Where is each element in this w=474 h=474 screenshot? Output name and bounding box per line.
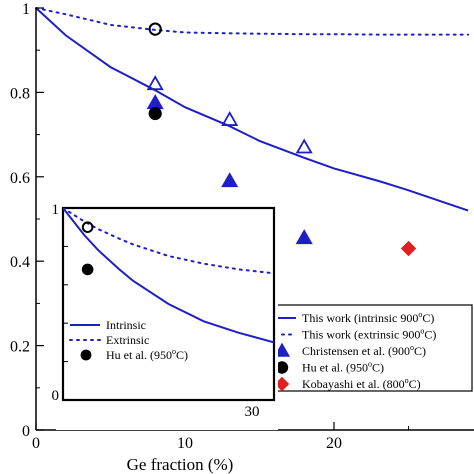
- legend-label-suffix: C): [414, 344, 426, 358]
- inset-legend-marker: [80, 349, 92, 361]
- x-tick-label: 10: [177, 435, 193, 452]
- legend-label: This work (extrinsic 900oC): [302, 327, 436, 342]
- main-open-triangle-point: [221, 111, 239, 126]
- legend-label-sup: o: [410, 343, 414, 352]
- legend-sample: [275, 361, 289, 374]
- main-open-triangle-point: [146, 75, 164, 91]
- legend-label: Hu et al. (950oC): [302, 360, 384, 375]
- y-tick-label: 0: [22, 423, 30, 440]
- y-tick-label: 0.4: [10, 254, 30, 271]
- inset-intrinsic-line: [63, 208, 274, 344]
- main-filled-triangle-point: [295, 229, 313, 245]
- inset-y-tick-label: 1: [52, 202, 60, 218]
- legend-label: Christensen et al. (900oC): [302, 343, 426, 358]
- inset-open-circle-point: [81, 221, 94, 233]
- main-open-triangle-point: [295, 138, 313, 154]
- legend-label: This work (intrinsic 900oC): [302, 310, 434, 325]
- main-extrinsic-line: [35, 7, 470, 36]
- inset-filled-circle-point: [81, 263, 94, 276]
- inset-legend-label-suffix: C): [176, 348, 188, 362]
- main-axes: 00.20.40.60.810 10 20: [10, 1, 474, 452]
- inset-legend-label: Hu et al. (950oC): [106, 347, 188, 362]
- inset-legend-label: Intrinsic: [106, 318, 146, 332]
- legend-label-suffix: C): [372, 361, 384, 375]
- inset-legend-label: Extrinsic: [106, 333, 149, 347]
- main-filled-triangle-point: [146, 94, 164, 110]
- legend-label-sup: o: [418, 310, 422, 319]
- inset-legend-label-sup: o: [172, 347, 176, 356]
- inset-y-tick-label: 0: [52, 388, 60, 404]
- main-filled-circle-point: [148, 106, 162, 121]
- inset-series-layer: [63, 208, 274, 344]
- legend-marker: [275, 361, 289, 374]
- legend-label-suffix: C): [424, 328, 436, 342]
- legend-marker: [273, 342, 291, 357]
- legend-box: [261, 304, 473, 392]
- x-axis-title: Ge fraction (%): [127, 455, 234, 474]
- y-tick-label: 1: [22, 1, 30, 18]
- main-open-circle-point: [148, 22, 162, 36]
- main-diamond-point: [400, 240, 417, 257]
- main-filled-triangle-point: [221, 172, 239, 188]
- legend: This work (intrinsic 900oC) This work (ex…: [261, 304, 473, 392]
- legend-label-sup: o: [368, 360, 372, 369]
- main-series-layer: [35, 7, 470, 257]
- y-tick-label: 0.2: [10, 339, 30, 356]
- x-tick-label: 0: [32, 435, 40, 452]
- x-tick-label: 20: [326, 435, 342, 452]
- main-intrinsic-line: [35, 7, 469, 212]
- legend-label-suffix: C): [409, 377, 421, 391]
- y-tick-label: 0.8: [10, 85, 30, 102]
- legend-label: Kobayashi et al. (800oC): [302, 376, 421, 391]
- legend-label-sup: o: [420, 327, 424, 336]
- legend-label-suffix: C): [422, 311, 434, 325]
- legend-sample: [273, 342, 291, 357]
- inset-x-tick-label: 30: [245, 404, 260, 420]
- legend-label-sup: o: [405, 376, 409, 385]
- inset-extrinsic-line: [63, 208, 274, 275]
- y-tick-label: 0.6: [10, 170, 30, 187]
